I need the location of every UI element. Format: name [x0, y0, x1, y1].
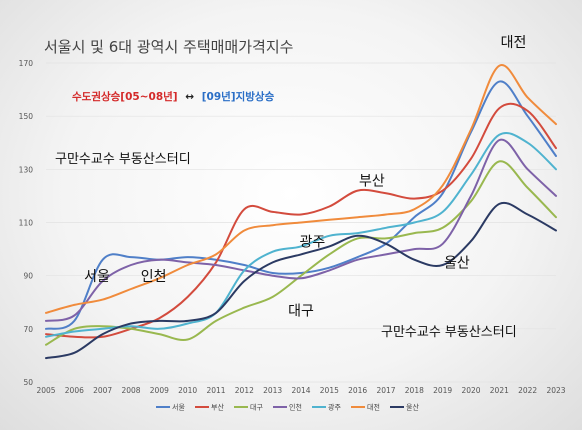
series-line-3: [45, 160, 557, 346]
subtitle: 수도권상승[05~08년] ↔ [09년]지방상승: [72, 90, 275, 103]
x-tick-label: 2006: [65, 386, 84, 395]
x-tick-label: 2019: [433, 386, 452, 395]
series-annotation: 대구: [288, 304, 314, 320]
y-tick-label: 110: [19, 219, 34, 228]
watermark-top: 구만수교수 부동산스터디: [55, 152, 191, 167]
y-tick-label: 70: [23, 325, 33, 334]
series-line-7: [45, 201, 557, 360]
x-tick-label: 2005: [36, 386, 55, 395]
series-line-5: [45, 132, 557, 338]
series-annotation: 인천: [141, 269, 167, 285]
x-tick-label: 2018: [405, 386, 424, 395]
series-annotation: 광주: [299, 234, 325, 250]
subtitle-red: 수도권상승[05~08년]: [72, 90, 178, 103]
legend-label: 서울: [172, 403, 185, 412]
y-tick-label: 170: [19, 59, 34, 68]
series-line-4: [45, 138, 557, 322]
x-tick-label: 2022: [518, 386, 537, 395]
x-tick-label: 2020: [461, 386, 480, 395]
legend-label: 광주: [328, 404, 341, 412]
y-tick-label: 130: [19, 165, 34, 174]
y-tick-label: 90: [23, 272, 33, 281]
y-axis: 50 70 90 110 130 150 170: [19, 59, 34, 387]
series-lines: [45, 64, 557, 360]
x-tick-label: 2016: [348, 386, 367, 395]
series-line-1: [45, 80, 557, 330]
series-line-2: [45, 102, 557, 339]
legend-label: 울산: [406, 403, 419, 412]
subtitle-arrow: ↔: [185, 91, 194, 103]
legend-label: 대전: [367, 403, 380, 412]
x-tick-label: 2010: [178, 386, 197, 395]
y-tick-label: 50: [23, 378, 33, 387]
x-tick-label: 2012: [235, 386, 254, 395]
x-axis: 2005 2006 2007 2008 2009 2010 2011 2012 2013 2014…: [36, 386, 565, 395]
series-annotation: 서울: [84, 269, 110, 285]
series-line-6: [45, 64, 557, 314]
legend-label: 부산: [211, 403, 224, 412]
x-tick-label: 2007: [93, 386, 112, 395]
series-annotation: 부산: [359, 173, 385, 189]
series-annotation: 울산: [444, 256, 470, 272]
legend-label: 인천: [289, 403, 302, 412]
subtitle-blue: [09년]지방상승: [202, 90, 275, 103]
legend: 서울 부산 대구 인천 광주 대전 울산: [156, 403, 419, 412]
legend-label: 대구: [250, 404, 263, 412]
x-tick-label: 2021: [490, 386, 509, 395]
x-tick-label: 2017: [376, 386, 395, 395]
x-tick-label: 2015: [320, 386, 339, 395]
x-tick-label: 2008: [121, 386, 140, 395]
series-annotation: 대전: [501, 35, 527, 51]
x-tick-label: 2014: [291, 386, 310, 395]
x-tick-label: 2011: [206, 386, 225, 395]
watermark-bottom: 구만수교수 부동산스터디: [381, 325, 517, 340]
x-tick-label: 2009: [150, 386, 169, 395]
x-tick-label: 2023: [546, 386, 565, 395]
chart-title: 서울시 및 6대 광역시 주택매매가격지수: [44, 38, 293, 56]
y-tick-label: 150: [19, 112, 34, 121]
x-tick-label: 2013: [263, 386, 282, 395]
